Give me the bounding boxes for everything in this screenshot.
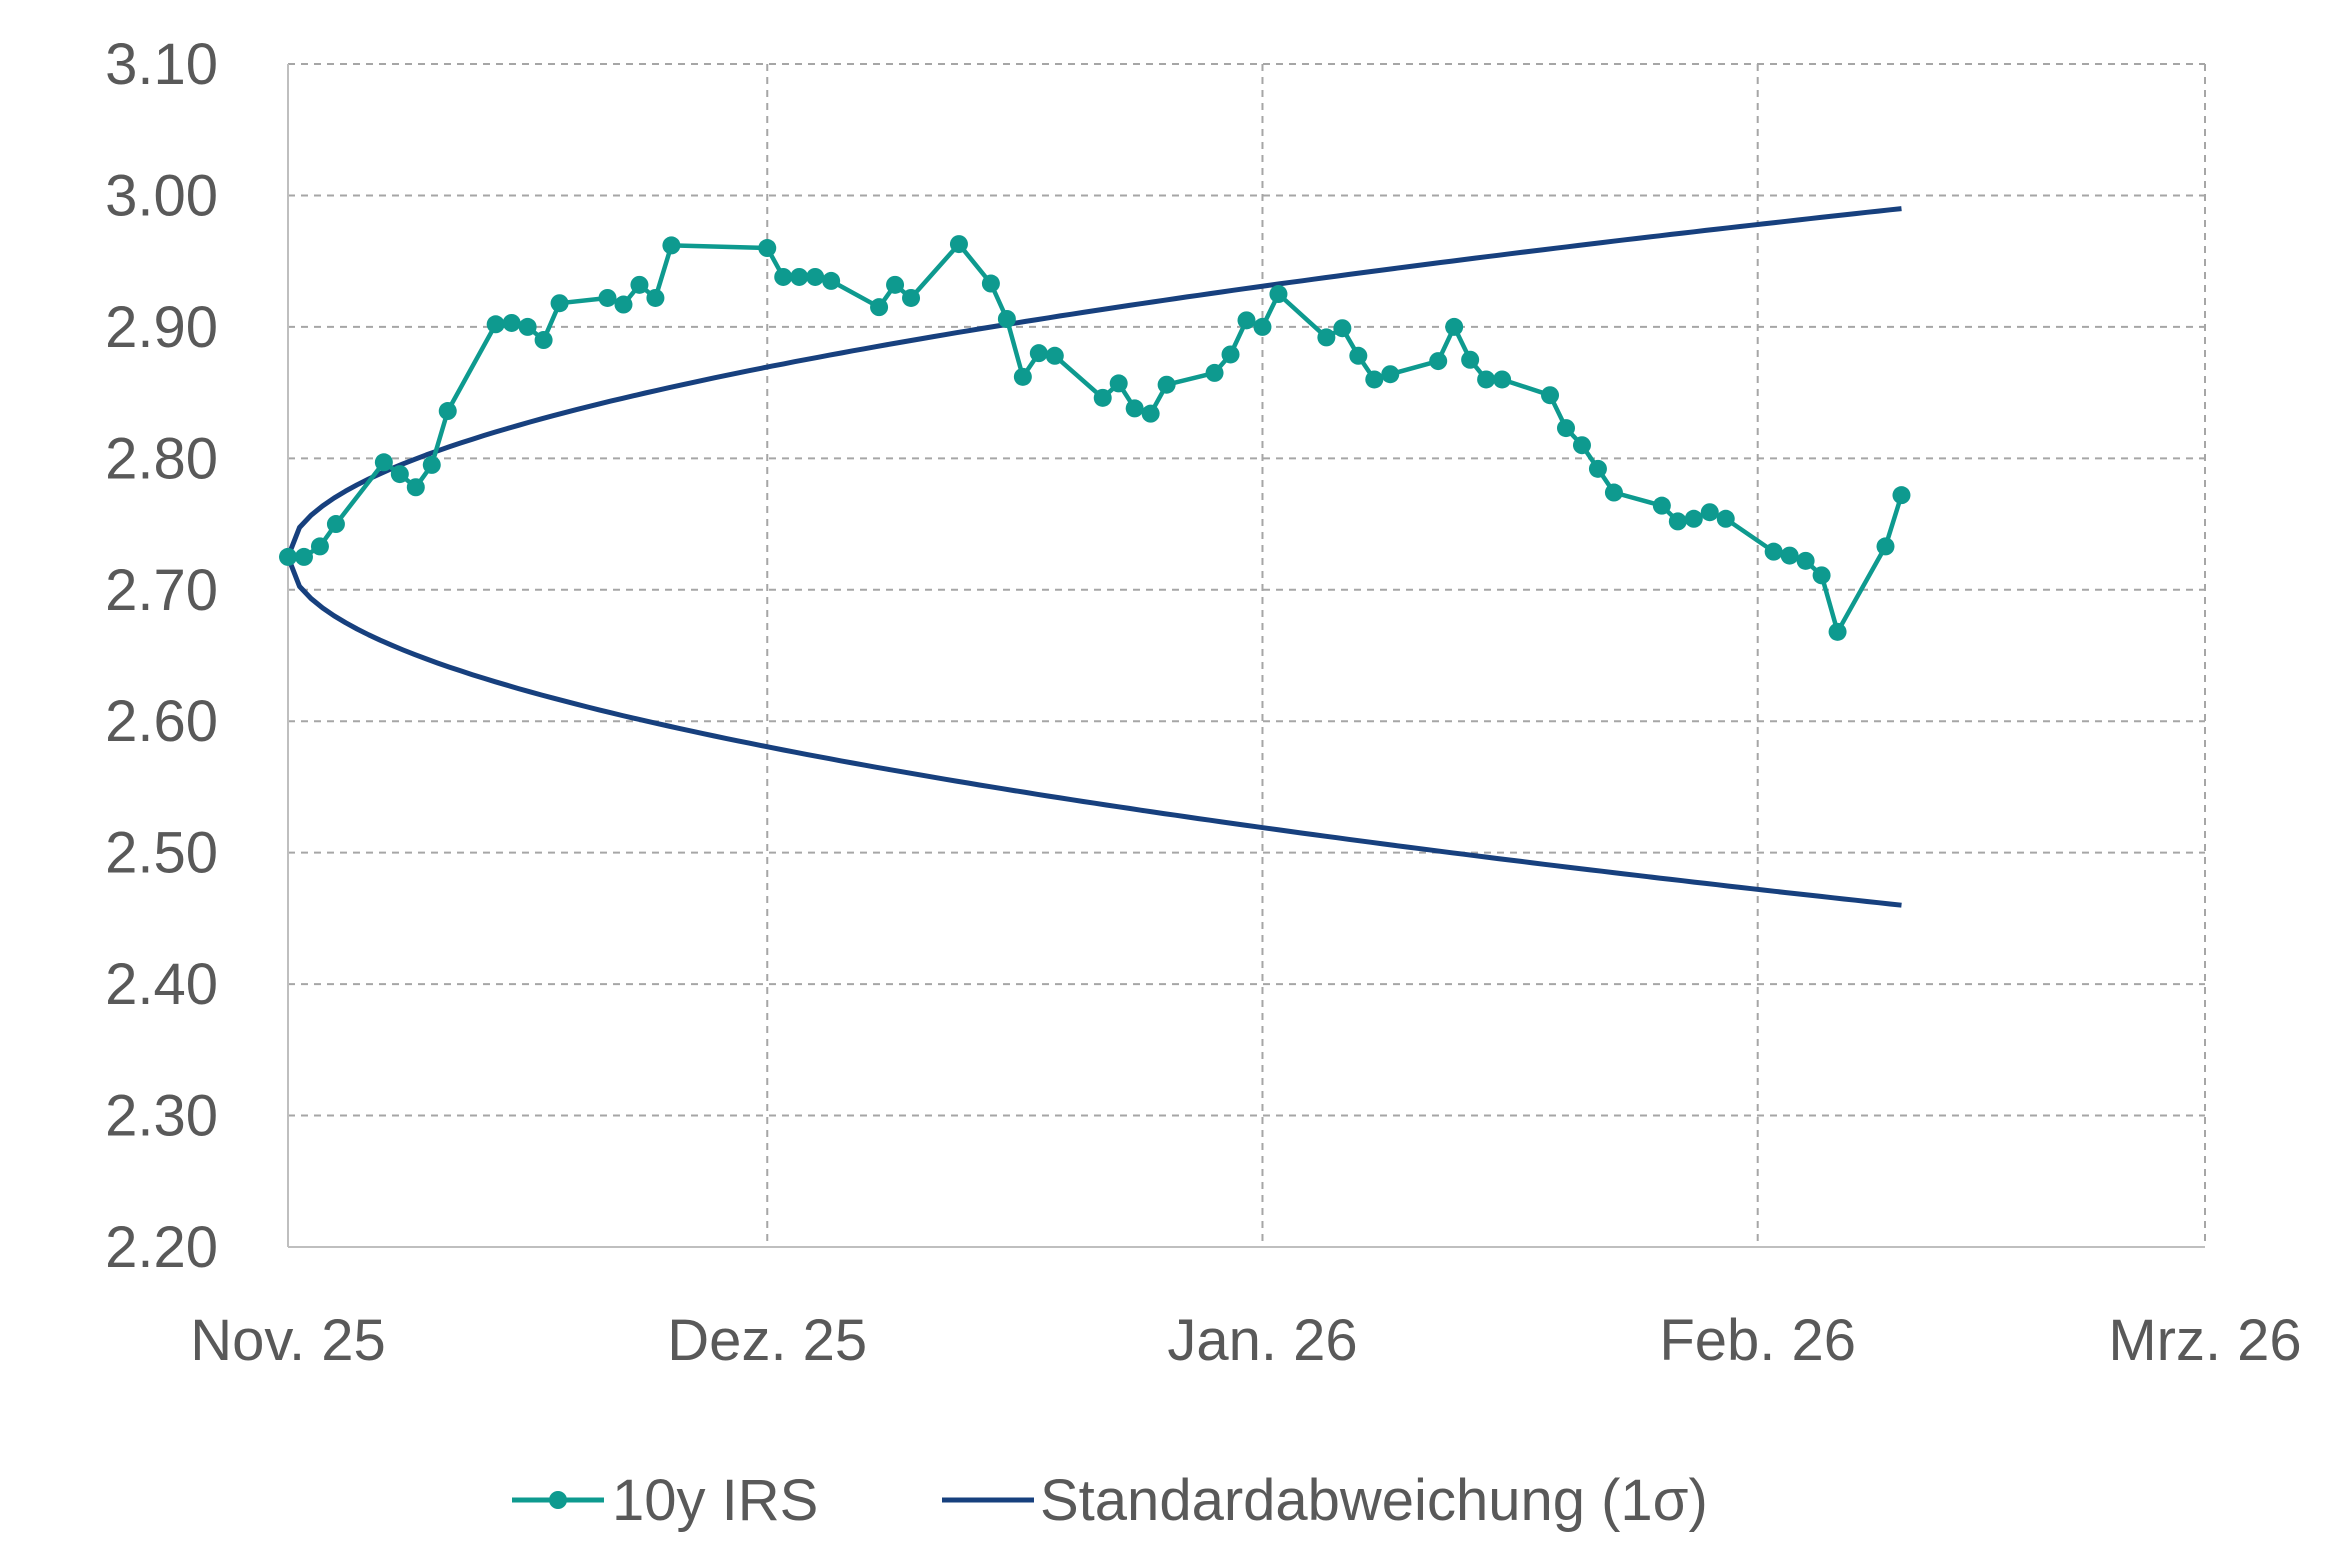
irs-data-point xyxy=(1013,367,1032,386)
irs-data-point xyxy=(1269,285,1288,304)
irs-data-point xyxy=(1429,352,1448,371)
x-tick-label: Nov. 25 xyxy=(190,1308,386,1373)
y-tick-label: 2.70 xyxy=(105,558,218,623)
legend-label-10y-irs: 10y IRS xyxy=(612,1468,818,1533)
irs-data-point xyxy=(949,235,968,254)
irs-data-point xyxy=(646,288,665,307)
irs-data-point xyxy=(886,275,905,294)
irs-data-point xyxy=(390,465,409,484)
irs-data-point xyxy=(518,317,537,336)
y-tick-label: 2.60 xyxy=(105,689,218,754)
irs-data-point xyxy=(1812,566,1831,585)
x-axis-tick-labels: Nov. 25 Dez. 25 Jan. 26 Feb. 26 Mrz. 26 xyxy=(190,1308,2301,1373)
irs-data-point xyxy=(1572,436,1591,455)
irs-data-point xyxy=(1109,374,1128,393)
irs-data-point xyxy=(1541,386,1560,405)
irs-data-point xyxy=(997,310,1016,329)
irs-data-point xyxy=(1588,459,1607,478)
y-tick-label: 2.80 xyxy=(105,426,218,491)
irs-data-point xyxy=(486,315,505,334)
irs-data-point xyxy=(1205,363,1224,382)
irs-data-point xyxy=(1668,512,1687,531)
irs-data-point xyxy=(614,295,633,314)
irs-data-point xyxy=(1045,346,1064,365)
y-tick-label: 3.10 xyxy=(105,32,218,97)
irs-data-point xyxy=(806,267,825,286)
y-tick-label: 2.30 xyxy=(105,1084,218,1149)
irs-data-point xyxy=(550,294,569,313)
x-tick-label: Mrz. 26 xyxy=(2108,1308,2301,1373)
y-tick-label: 2.90 xyxy=(105,295,218,360)
irs-data-point xyxy=(406,478,425,497)
y-axis-tick-labels: 2.20 2.30 2.40 2.50 2.60 2.70 2.80 2.90 3.00 3.10 xyxy=(105,32,218,1280)
irs-data-point xyxy=(438,402,457,421)
irs-data-point xyxy=(822,271,841,290)
std-dev-line xyxy=(285,206,1902,908)
irs-data-point xyxy=(662,236,681,255)
irs-data-point xyxy=(1557,419,1575,438)
x-tick-label: Jan. 26 xyxy=(1167,1308,1357,1373)
irs-data-point xyxy=(1828,622,1847,641)
irs-data-point xyxy=(1141,404,1160,423)
irs-data-point xyxy=(1716,509,1735,528)
irs-data-point xyxy=(1317,328,1336,347)
irs-data-point xyxy=(1796,551,1815,570)
irs-data-point xyxy=(374,453,393,472)
y-tick-label: 3.00 xyxy=(105,163,218,228)
irs-data-point xyxy=(294,547,313,566)
irs-data-point xyxy=(1764,542,1783,561)
irs-data-point xyxy=(1876,537,1895,556)
irs-data-point xyxy=(502,313,521,332)
irs-data-point xyxy=(326,515,345,534)
irs-data-point xyxy=(1365,370,1384,389)
legend-label-std-dev: Standardabweichung (1σ) xyxy=(1040,1468,1708,1533)
irs-data-point xyxy=(1604,483,1623,502)
irs-data-point xyxy=(1349,346,1368,365)
irs-data-point xyxy=(1125,399,1144,418)
series-layer xyxy=(279,206,1911,908)
irs-data-point xyxy=(310,537,329,556)
irs-data-point xyxy=(758,239,777,258)
legend-marker-10y-irs xyxy=(549,1491,567,1509)
irs-data-point xyxy=(870,298,889,317)
irs-data-point xyxy=(1029,344,1048,363)
irs-data-point xyxy=(1780,546,1799,565)
irs-data-point xyxy=(1461,350,1480,369)
irs-data-point xyxy=(534,331,553,350)
irs-data-point xyxy=(902,288,921,307)
irs-data-point xyxy=(1237,311,1256,330)
x-tick-label: Dez. 25 xyxy=(667,1308,867,1373)
irs-series-line xyxy=(288,241,1904,635)
irs-data-point xyxy=(1493,370,1512,389)
x-tick-label: Feb. 26 xyxy=(1659,1308,1856,1373)
irs-data-point xyxy=(1253,317,1272,336)
irs-data-point xyxy=(630,275,649,294)
irs-data-point xyxy=(790,267,809,286)
y-tick-label: 2.50 xyxy=(105,821,218,886)
irs-data-point xyxy=(422,455,441,474)
irs-data-point xyxy=(1445,317,1464,336)
irs-data-point xyxy=(774,267,793,286)
grid xyxy=(288,63,2206,1247)
irs-data-point xyxy=(981,274,1000,293)
irs-data-point xyxy=(1700,503,1719,522)
y-tick-label: 2.20 xyxy=(105,1215,218,1280)
irs-data-point xyxy=(1381,365,1400,384)
irs-data-point xyxy=(1652,496,1671,515)
axes xyxy=(287,64,2205,1248)
irs-data-point xyxy=(1093,388,1112,407)
y-tick-label: 2.40 xyxy=(105,952,218,1017)
legend: 10y IRS Standardabweichung (1σ) xyxy=(512,1468,1708,1533)
irs-data-point xyxy=(279,547,297,566)
irs-data-point xyxy=(1477,370,1496,389)
irs-data-point xyxy=(1333,319,1352,338)
irs-data-point xyxy=(1892,486,1911,505)
irs-data-point xyxy=(1157,375,1176,394)
irs-data-point xyxy=(1221,345,1240,364)
irs-data-point xyxy=(598,288,617,307)
irs-data-point xyxy=(1684,509,1703,528)
